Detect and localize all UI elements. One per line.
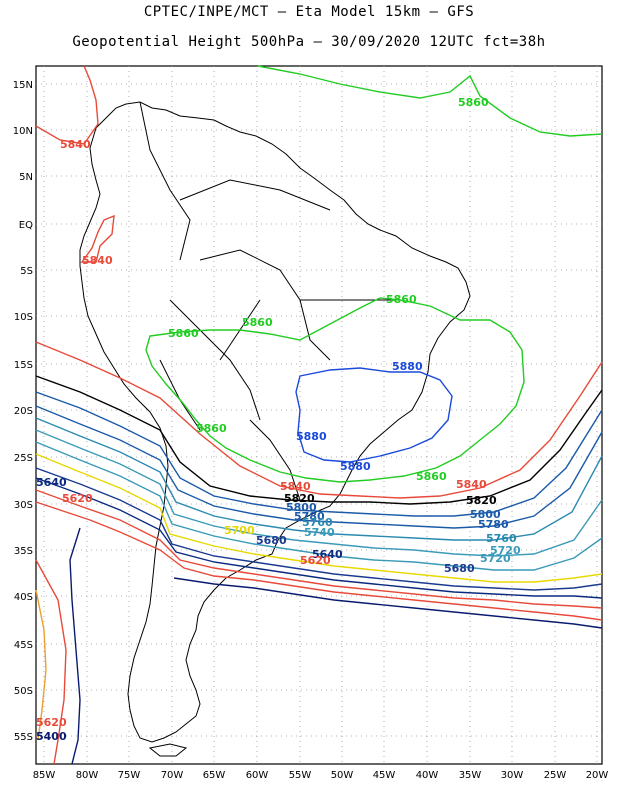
contour-label: 5860 [458,96,489,109]
title-line-2: Geopotential Height 500hPa – 30/09/2020 … [72,34,546,50]
tierra-del-fuego [148,743,188,757]
contour-label: 5820 [466,494,497,507]
lon-tick-label: 75W [118,770,141,781]
lat-tick-label: 5S [20,266,33,277]
lon-tick-label: 70W [161,770,184,781]
coastlines [79,101,471,757]
contours [35,65,603,765]
contour-label: 5860 [416,470,447,483]
grid-lines [36,66,602,764]
contour-label: 5880 [296,430,327,443]
contour-label: 5860 [168,327,199,340]
contour-label: 5880 [340,460,371,473]
contour-label: 5780 [294,510,325,523]
lat-tick-label: 20S [14,406,33,417]
lat-tick-label: 50S [14,686,33,697]
lon-tick-label: 25W [544,770,567,781]
contour-5740 [35,429,603,557]
map-frame [35,65,603,765]
lat-tick-label: 35S [14,546,33,557]
contour-label: 5620 [36,716,67,729]
latitude-ticks: 15N 10N 5N EQ 5S 10S 15S 20S 25S 30S 35S 40S 45S 50S 5… [13,80,33,743]
contour-5720 [35,441,603,571]
lon-tick-label: 55W [289,770,312,781]
lon-tick-label: 80W [76,770,99,781]
contour-5700 [35,453,603,583]
contour-label: 5700 [224,524,255,537]
contour-5780 [35,405,603,529]
contour-label: 5400 [36,730,67,743]
south-america-coast [79,101,471,743]
contour-label: 5640 [312,548,343,561]
lon-tick-label: 60W [246,770,269,781]
contour-label: 5880 [392,360,423,373]
longitude-ticks: 85W 80W 75W 70W 65W 60W 55W 50W 45W 40W 35W 30W 25W 2… [33,770,609,781]
contour-5860-closed [145,297,525,483]
contour-label: 5760 [486,532,517,545]
contour-label: 5720 [480,552,511,565]
contour-5640-west [35,589,47,741]
contour-5660 [35,477,603,599]
lon-tick-label: 65W [203,770,226,781]
contour-label: 5820 [284,492,315,505]
contour-label: 5840 [82,254,113,267]
contour-label: 5860 [242,316,273,329]
title-line-1: CPTEC/INPE/MCT – Eta Model 15km – GFS [143,4,475,20]
contour-5800 [35,391,603,517]
contour-label: 5860 [196,422,227,435]
contour-label: 5720 [490,544,521,557]
lat-tick-label: 15S [14,360,33,371]
contour-5840-northwest [35,65,99,145]
lon-tick-label: 20W [586,770,609,781]
contour-label: 5760 [302,516,333,529]
lat-tick-label: 30S [14,500,33,511]
contour-5640 [35,489,603,609]
lat-tick-label: 45S [14,640,33,651]
lat-tick-label: 40S [14,592,33,603]
lon-tick-label: 85W [33,770,56,781]
lat-tick-label: 10N [13,126,33,137]
contour-label: 5640 [36,476,67,489]
lon-tick-label: 45W [373,770,396,781]
contour-label: 5860 [386,293,417,306]
contour-5860-north [257,65,603,137]
contour-5820 [35,375,603,505]
contour-label: 5800 [470,508,501,521]
contour-5620-west [35,559,67,765]
contour-5600 [69,527,603,765]
contour-label: 5620 [300,554,331,567]
lat-tick-label: 55S [14,732,33,743]
contour-5880-closed [295,367,453,463]
lat-tick-label: 5N [19,172,33,183]
lat-tick-label: 15N [13,80,33,91]
lon-tick-label: 30W [501,770,524,781]
contour-label: 5680 [444,562,475,575]
contour-label: 5780 [478,518,509,531]
lat-tick-label: 25S [14,453,33,464]
contour-label: 5840 [60,138,91,151]
contour-5840-ecuador [80,214,115,263]
contour-labels: 5860 5840 5840 5860 5860 5860 5880 5880 5880 5860… [36,96,521,743]
contour-5620 [35,501,603,621]
contour-5680 [35,467,603,591]
lon-tick-label: 35W [459,770,482,781]
contour-5840-south [35,341,603,499]
contour-5760 [35,417,603,541]
contour-label: 5840 [280,480,311,493]
country-borders [139,101,400,501]
lon-tick-label: 50W [331,770,354,781]
lon-tick-label: 40W [416,770,439,781]
contour-label: 5840 [456,478,487,491]
lat-tick-label: 10S [14,312,33,323]
contour-label: 5620 [62,492,93,505]
contour-label: 5680 [256,534,287,547]
contour-label: 5740 [304,526,335,539]
lat-tick-label: EQ [19,220,33,231]
contour-label: 5800 [286,501,317,514]
